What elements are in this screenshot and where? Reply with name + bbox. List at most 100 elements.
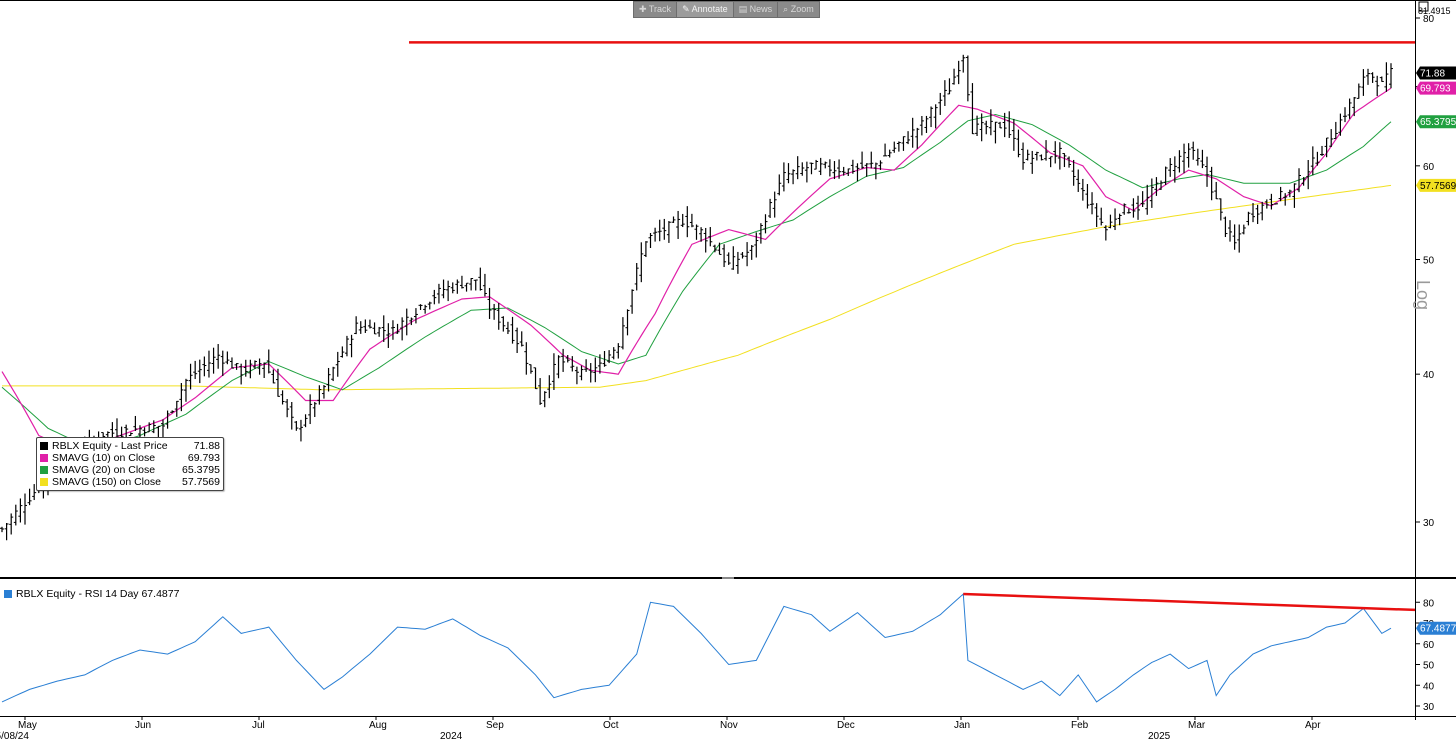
price-bar xyxy=(515,327,520,353)
price-bar xyxy=(1375,75,1380,97)
chart-toolbar: ✚ Track ✎ Annotate ▤ News ⌕ Zoom xyxy=(633,1,820,18)
price-bar xyxy=(156,425,161,438)
price-bar xyxy=(1034,151,1039,161)
price-bar xyxy=(1117,213,1122,226)
month-label: Dec xyxy=(837,720,855,731)
price-bar xyxy=(1011,118,1016,151)
price-bar xyxy=(363,319,368,333)
news-button[interactable]: ▤ News xyxy=(734,2,779,17)
price-bar xyxy=(206,350,211,378)
price-bar xyxy=(193,360,198,380)
price-bar xyxy=(942,80,947,106)
price-bar xyxy=(349,334,354,358)
tag-value: 69.793 xyxy=(1420,84,1451,95)
price-bar xyxy=(993,121,998,144)
price-bar xyxy=(574,366,579,385)
price-bar xyxy=(703,227,708,253)
legend-swatch xyxy=(40,478,48,486)
price-bar xyxy=(878,160,883,170)
price-bar xyxy=(492,303,497,320)
price-bar xyxy=(243,359,248,377)
price-bar xyxy=(1389,63,1393,89)
price-bar xyxy=(616,343,621,359)
price-bar xyxy=(1361,69,1366,96)
price-bar xyxy=(133,415,138,431)
price-bar xyxy=(666,221,671,243)
month-label: Oct xyxy=(603,720,619,731)
price-bar xyxy=(1209,166,1214,201)
price-bar xyxy=(1099,207,1104,226)
price-bar xyxy=(671,216,676,223)
price-bar xyxy=(979,113,984,142)
price-bar xyxy=(202,356,207,377)
price-bar xyxy=(542,391,547,408)
price-bar xyxy=(1264,199,1269,209)
price-bar xyxy=(165,410,170,429)
legend-swatch xyxy=(40,454,48,462)
legend-row-price: RBLX Equity - Last Price 71.88 xyxy=(40,440,220,452)
price-tick-label: 50 xyxy=(1423,256,1435,267)
price-bar xyxy=(1159,180,1164,190)
price-bar xyxy=(712,244,717,253)
price-bar xyxy=(450,282,455,294)
pencil-icon: ✎ xyxy=(682,4,692,14)
price-bar xyxy=(1062,153,1067,168)
price-bar xyxy=(188,363,193,390)
price-bar xyxy=(340,346,345,358)
price-bar xyxy=(965,55,970,102)
price-tick-label: 60 xyxy=(1423,162,1435,173)
price-bar xyxy=(1384,62,1389,92)
price-bar xyxy=(653,227,658,242)
price-bar xyxy=(685,206,690,238)
rsi-axis: 30405060708067.4877 xyxy=(1415,598,1456,713)
price-bar xyxy=(804,161,809,183)
log-scale-label: Log xyxy=(1413,280,1433,311)
price-bar xyxy=(731,246,736,270)
price-bar xyxy=(1113,208,1118,231)
price-bar xyxy=(312,402,317,418)
price-bar xyxy=(1260,201,1265,221)
price-bar xyxy=(1274,203,1279,205)
rsi-value-tag: 67.4877 xyxy=(1416,621,1456,635)
track-button[interactable]: ✚ Track xyxy=(634,2,678,17)
price-bar xyxy=(676,210,681,239)
price-bar xyxy=(271,369,276,384)
price-bar xyxy=(110,422,115,440)
settings-icon[interactable] xyxy=(1418,1,1429,12)
price-bar xyxy=(850,159,855,174)
rsi-tick-label: 60 xyxy=(1423,640,1435,651)
price-bar xyxy=(1297,168,1302,193)
price-bar xyxy=(579,365,584,381)
price-legend[interactable]: RBLX Equity - Last Price 71.88 SMAVG (10… xyxy=(36,437,224,491)
price-bar xyxy=(896,141,901,152)
annotate-button[interactable]: ✎ Annotate xyxy=(677,2,734,17)
price-bar xyxy=(344,335,349,357)
price-bar xyxy=(588,363,593,383)
legend-swatch xyxy=(40,442,48,450)
price-bar xyxy=(22,493,27,525)
price-bar xyxy=(1379,76,1384,82)
price-bar xyxy=(1048,156,1053,168)
price-bar xyxy=(1145,184,1150,215)
price-bar xyxy=(262,362,267,378)
price-bar xyxy=(248,359,253,379)
price-bar xyxy=(400,317,405,341)
rsi-legend[interactable]: RBLX Equity - RSI 14 Day 67.4877 xyxy=(4,588,179,600)
price-bar xyxy=(1122,203,1127,215)
price-bar xyxy=(1094,203,1099,227)
price-bar xyxy=(528,364,533,374)
zoom-button[interactable]: ⌕ Zoom xyxy=(783,4,814,14)
price-bar xyxy=(772,191,777,218)
price-bar xyxy=(1186,143,1191,168)
price-bar xyxy=(1278,186,1283,202)
price-bar xyxy=(519,331,524,347)
price-bar xyxy=(1057,142,1062,170)
rsi-divergence-line[interactable] xyxy=(963,592,1416,612)
month-label: Aug xyxy=(369,720,387,731)
price-bar xyxy=(4,523,9,541)
price-bar xyxy=(1246,211,1251,226)
price-bar xyxy=(142,427,147,437)
month-label: Apr xyxy=(1305,720,1321,731)
rsi-panel xyxy=(1,592,1416,703)
